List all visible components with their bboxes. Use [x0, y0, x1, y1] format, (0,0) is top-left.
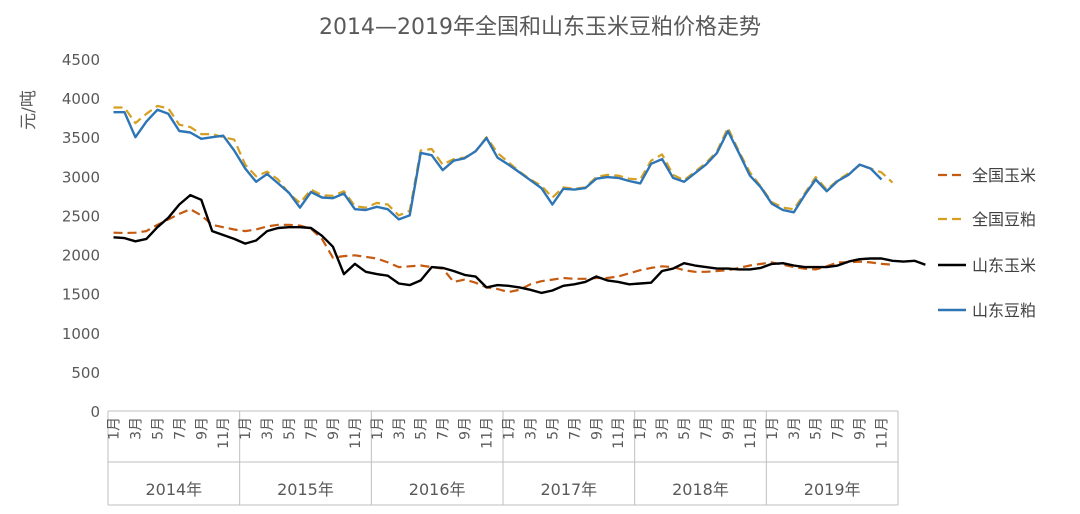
month-tick-label: 9月 — [458, 417, 474, 440]
month-tick-label: 9月 — [853, 417, 869, 440]
month-tick-label: 1月 — [370, 417, 386, 440]
month-tick-label: 1月 — [106, 417, 122, 440]
series-line-1 — [113, 208, 893, 294]
x-axis: 1月 3月 5月 7月 9月 11月 2014年 1月 3月 5月 7月 9月 11月 2015年 1月 3月… — [106, 410, 899, 506]
month-tick-label: 11月 — [611, 417, 627, 449]
legend-label: 山东玉米 — [972, 256, 1036, 275]
month-tick-label: 3月 — [128, 417, 144, 440]
year-label: 2016年 — [409, 480, 466, 499]
year-label: 2017年 — [540, 480, 597, 499]
year-label: 2014年 — [145, 480, 202, 499]
legend-label: 山东豆粕 — [972, 301, 1036, 320]
month-tick-label: 11月 — [216, 417, 232, 449]
series-line-3 — [113, 193, 926, 295]
year-label: 2018年 — [672, 480, 729, 499]
month-tick-label: 7月 — [567, 417, 583, 440]
y-axis-label: 元/吨 — [19, 90, 39, 130]
month-tick-label: 3月 — [392, 417, 408, 440]
y-tick-label: 4500 — [62, 51, 100, 69]
y-axis: 0 500 1000 1500 2000 2500 3000 3500 4000 4500 — [62, 51, 100, 421]
series-line-2 — [113, 104, 894, 217]
month-tick-label: 7月 — [172, 417, 188, 440]
month-tick-label: 11月 — [480, 417, 496, 449]
year-label: 2015年 — [277, 480, 334, 499]
year-label: 2019年 — [804, 480, 861, 499]
y-tick-label: 500 — [71, 364, 100, 382]
month-tick-label: 7月 — [304, 417, 320, 440]
y-tick-label: 1000 — [62, 325, 100, 343]
y-tick-label: 2000 — [62, 247, 100, 265]
month-tick-label: 1月 — [633, 417, 649, 440]
series-line-4 — [113, 108, 883, 221]
legend-label: 全国豆粕 — [972, 210, 1036, 229]
month-tick-label: 9月 — [194, 417, 210, 440]
month-tick-label: 9月 — [326, 417, 342, 440]
month-tick-label: 1月 — [238, 417, 254, 440]
month-tick-label: 9月 — [721, 417, 737, 440]
legend-label: 全国玉米 — [972, 166, 1036, 185]
month-tick-label: 3月 — [260, 417, 276, 440]
month-tick-label: 11月 — [875, 417, 891, 449]
month-tick-label: 5月 — [282, 417, 298, 440]
y-tick-label: 0 — [90, 403, 100, 421]
month-tick-label: 5月 — [150, 417, 166, 440]
month-tick-label: 7月 — [699, 417, 715, 440]
y-tick-label: 4000 — [62, 90, 100, 108]
month-tick-label: 7月 — [436, 417, 452, 440]
month-tick-label: 3月 — [523, 417, 539, 440]
y-tick-label: 3500 — [62, 129, 100, 147]
month-tick-label: 5月 — [677, 417, 693, 440]
month-tick-label: 5月 — [809, 417, 825, 440]
month-tick-label: 1月 — [501, 417, 517, 440]
month-tick-label: 11月 — [743, 417, 759, 449]
month-tick-label: 5月 — [545, 417, 561, 440]
series-lines — [113, 104, 926, 295]
month-tick-label: 9月 — [589, 417, 605, 440]
y-tick-label: 1500 — [62, 286, 100, 304]
y-tick-label: 2500 — [62, 207, 100, 225]
y-tick-label: 3000 — [62, 168, 100, 186]
chart-title: 2014—2019年全国和山东玉米豆粕价格走势 — [319, 15, 761, 40]
month-tick-label: 3月 — [787, 417, 803, 440]
month-tick-label: 7月 — [831, 417, 847, 440]
month-tick-label: 3月 — [655, 417, 671, 440]
month-tick-label: 1月 — [765, 417, 781, 440]
month-tick-label: 11月 — [348, 417, 364, 449]
month-tick-label: 5月 — [414, 417, 430, 440]
